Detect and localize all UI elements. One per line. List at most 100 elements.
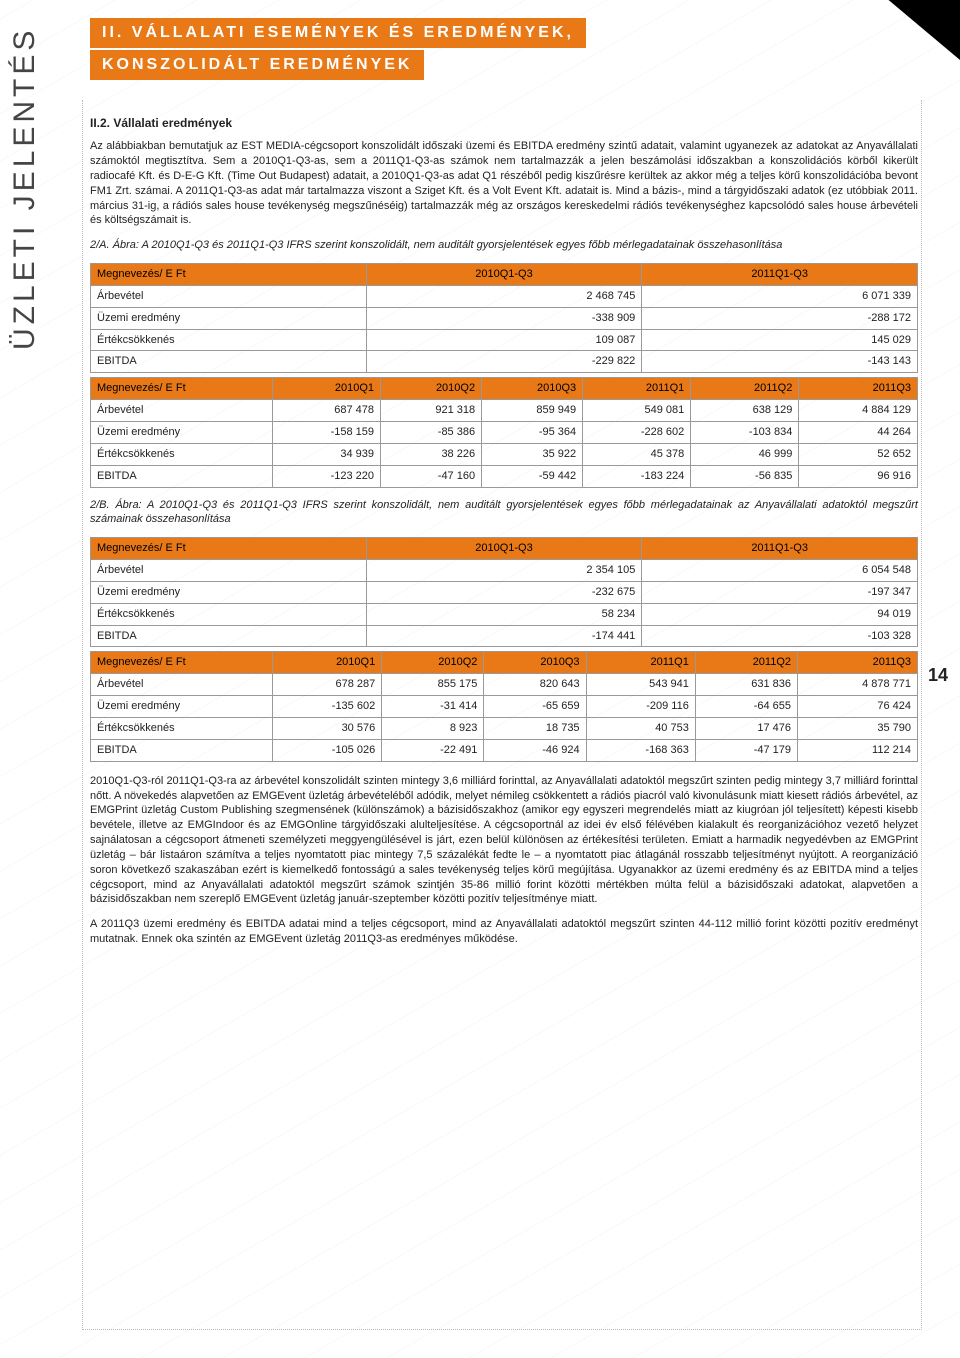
table-row: Megnevezés/ E Ft 2010Q1 2010Q2 2010Q3 20… (91, 652, 918, 674)
cell: 4 878 771 (798, 674, 918, 696)
cell: 17 476 (695, 717, 797, 739)
cell: 2 468 745 (366, 285, 642, 307)
cell: -65 659 (484, 696, 586, 718)
cell: 4 884 129 (799, 400, 918, 422)
cell: Értékcsökkenés (91, 329, 367, 351)
cell: -168 363 (586, 739, 695, 761)
page-header: II. VÁLLALATI ESEMÉNYEK ÉS EREDMÉNYEK, K… (90, 18, 920, 80)
cell: -64 655 (695, 696, 797, 718)
table-a-summary: Megnevezés/ E Ft 2010Q1-Q3 2011Q1-Q3 Árb… (90, 263, 918, 373)
table-a-caption: 2/A. Ábra: A 2010Q1-Q3 és 2011Q1-Q3 IFRS… (90, 238, 918, 253)
cell: Árbevétel (91, 674, 273, 696)
cell: -31 414 (382, 696, 484, 718)
cell: 631 836 (695, 674, 797, 696)
header-title-line1: II. VÁLLALATI ESEMÉNYEK ÉS EREDMÉNYEK, (90, 18, 586, 48)
cell: -288 172 (642, 307, 918, 329)
table-row: EBITDA-123 220-47 160-59 442-183 224-56 … (91, 465, 918, 487)
col-header: 2010Q1 (272, 652, 381, 674)
cell: Értékcsökkenés (91, 443, 273, 465)
cell: 45 378 (583, 443, 691, 465)
cell: -232 675 (366, 581, 642, 603)
col-header: 2010Q3 (482, 378, 583, 400)
col-header: 2011Q1-Q3 (642, 538, 918, 560)
table-row: Árbevétel2 354 1056 054 548 (91, 560, 918, 582)
cell: 35 922 (482, 443, 583, 465)
table-b-quarterly: Megnevezés/ E Ft 2010Q1 2010Q2 2010Q3 20… (90, 651, 918, 761)
col-header: Megnevezés/ E Ft (91, 264, 367, 286)
col-header: 2011Q1 (586, 652, 695, 674)
cell: -47 179 (695, 739, 797, 761)
cell: 94 019 (642, 603, 918, 625)
cell: -143 143 (642, 351, 918, 373)
cell: -95 364 (482, 422, 583, 444)
cell: 687 478 (272, 400, 380, 422)
cell: Értékcsökkenés (91, 603, 367, 625)
table-row: Árbevétel687 478921 318859 949549 081638… (91, 400, 918, 422)
cell: 2 354 105 (366, 560, 642, 582)
cell: -59 442 (482, 465, 583, 487)
bottom-paragraph-2: A 2011Q3 üzemi eredmény és EBITDA adatai… (90, 917, 918, 947)
table-row: Megnevezés/ E Ft 2010Q1-Q3 2011Q1-Q3 (91, 264, 918, 286)
cell: -105 026 (272, 739, 381, 761)
cell: -183 224 (583, 465, 691, 487)
table-row: EBITDA-105 026-22 491-46 924-168 363-47 … (91, 739, 918, 761)
cell: 549 081 (583, 400, 691, 422)
cell: 543 941 (586, 674, 695, 696)
cell: -22 491 (382, 739, 484, 761)
cell: EBITDA (91, 465, 273, 487)
col-header: 2011Q3 (798, 652, 918, 674)
table-row: Értékcsökkenés109 087145 029 (91, 329, 918, 351)
cell: 35 790 (798, 717, 918, 739)
cell: 109 087 (366, 329, 642, 351)
col-header: Megnevezés/ E Ft (91, 538, 367, 560)
cell: -56 835 (691, 465, 799, 487)
col-header: 2011Q1-Q3 (642, 264, 918, 286)
cell: Árbevétel (91, 285, 367, 307)
cell: 6 071 339 (642, 285, 918, 307)
cell: -158 159 (272, 422, 380, 444)
cell: 30 576 (272, 717, 381, 739)
cell: 820 643 (484, 674, 586, 696)
col-header: 2011Q2 (695, 652, 797, 674)
col-header: 2010Q1 (272, 378, 380, 400)
table-b-caption: 2/B. Ábra: A 2010Q1-Q3 és 2011Q1-Q3 IFRS… (90, 498, 918, 528)
cell: 34 939 (272, 443, 380, 465)
cell: Árbevétel (91, 560, 367, 582)
cell: -338 909 (366, 307, 642, 329)
cell: 76 424 (798, 696, 918, 718)
col-header: 2011Q3 (799, 378, 918, 400)
page-number: 14 (928, 665, 948, 686)
col-header: 2010Q1-Q3 (366, 538, 642, 560)
cell: 638 129 (691, 400, 799, 422)
cell: EBITDA (91, 625, 367, 647)
cell: -46 924 (484, 739, 586, 761)
col-header: 2010Q2 (382, 652, 484, 674)
cell: -85 386 (381, 422, 482, 444)
table-row: Üzemi eredmény-158 159-85 386-95 364-228… (91, 422, 918, 444)
table-row: Üzemi eredmény-338 909-288 172 (91, 307, 918, 329)
cell: EBITDA (91, 351, 367, 373)
cell: -135 602 (272, 696, 381, 718)
table-row: EBITDA-229 822-143 143 (91, 351, 918, 373)
section-heading: II.2. Vállalati eredmények (90, 115, 918, 131)
col-header: 2011Q2 (691, 378, 799, 400)
cell: Üzemi eredmény (91, 696, 273, 718)
table-row: Értékcsökkenés58 23494 019 (91, 603, 918, 625)
cell: -123 220 (272, 465, 380, 487)
table-row: Megnevezés/ E Ft 2010Q1-Q3 2011Q1-Q3 (91, 538, 918, 560)
bottom-paragraph-1: 2010Q1-Q3-ról 2011Q1-Q3-ra az árbevétel … (90, 774, 918, 908)
cell: 678 287 (272, 674, 381, 696)
intro-paragraph: Az alábbiakban bemutatjuk az EST MEDIA-c… (90, 139, 918, 228)
cell: -228 602 (583, 422, 691, 444)
table-row: Értékcsökkenés34 93938 22635 92245 37846… (91, 443, 918, 465)
cell: 44 264 (799, 422, 918, 444)
cell: 58 234 (366, 603, 642, 625)
cell: Üzemi eredmény (91, 307, 367, 329)
cell: Üzemi eredmény (91, 581, 367, 603)
cell: 6 054 548 (642, 560, 918, 582)
cell: -197 347 (642, 581, 918, 603)
cell: 40 753 (586, 717, 695, 739)
table-row: EBITDA-174 441-103 328 (91, 625, 918, 647)
main-content: II.2. Vállalati eredmények Az alábbiakba… (90, 115, 918, 957)
sidebar-label: ÜZLETI JELENTÉS (8, 27, 42, 350)
